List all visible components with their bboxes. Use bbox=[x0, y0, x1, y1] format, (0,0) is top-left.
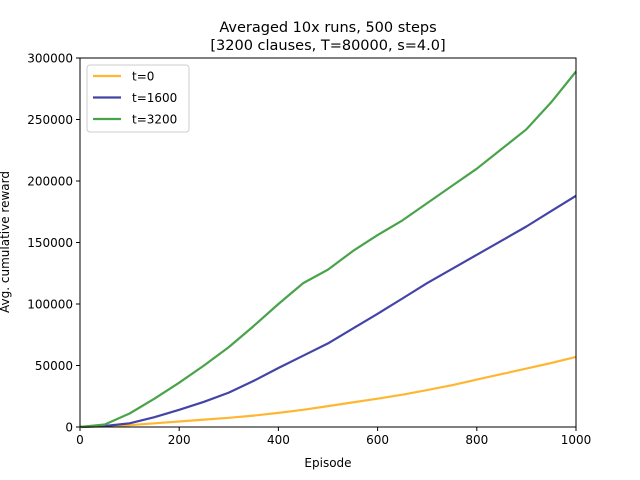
y-tick-label: 100000 bbox=[27, 298, 73, 312]
y-tick-label: 50000 bbox=[35, 359, 73, 373]
legend-label: t=1600 bbox=[132, 91, 177, 105]
series-line-t-0 bbox=[79, 355, 577, 429]
plot-frame bbox=[79, 57, 577, 428]
chart-subtitle: [3200 clauses, T=80000, s=4.0] bbox=[210, 38, 445, 54]
series-line-t-1600 bbox=[79, 194, 577, 429]
x-tick-label: 0 bbox=[76, 433, 84, 447]
y-axis-label: Avg. cumulative reward bbox=[0, 171, 12, 313]
x-tick-label: 600 bbox=[366, 433, 389, 447]
legend-label: t=0 bbox=[132, 70, 154, 84]
legend-box bbox=[86, 64, 190, 133]
series-line-t-3200 bbox=[79, 70, 577, 429]
legend-label: t=3200 bbox=[132, 113, 177, 127]
y-tick-label: 250000 bbox=[27, 113, 73, 127]
legend: t=0 t=1600 t=3200 bbox=[86, 64, 190, 133]
chart-title: Averaged 10x runs, 500 steps bbox=[219, 20, 436, 36]
x-axis-label: Episode bbox=[304, 456, 351, 470]
y-tick-label: 300000 bbox=[27, 52, 73, 66]
x-tick-label: 800 bbox=[465, 433, 488, 447]
x-tick-label: 1000 bbox=[561, 433, 592, 447]
y-tick-label: 0 bbox=[65, 421, 73, 435]
x-tick-label: 400 bbox=[267, 433, 290, 447]
x-tick-label: 200 bbox=[168, 433, 191, 447]
y-tick-label: 200000 bbox=[27, 175, 73, 189]
y-tick-label: 150000 bbox=[27, 236, 73, 250]
